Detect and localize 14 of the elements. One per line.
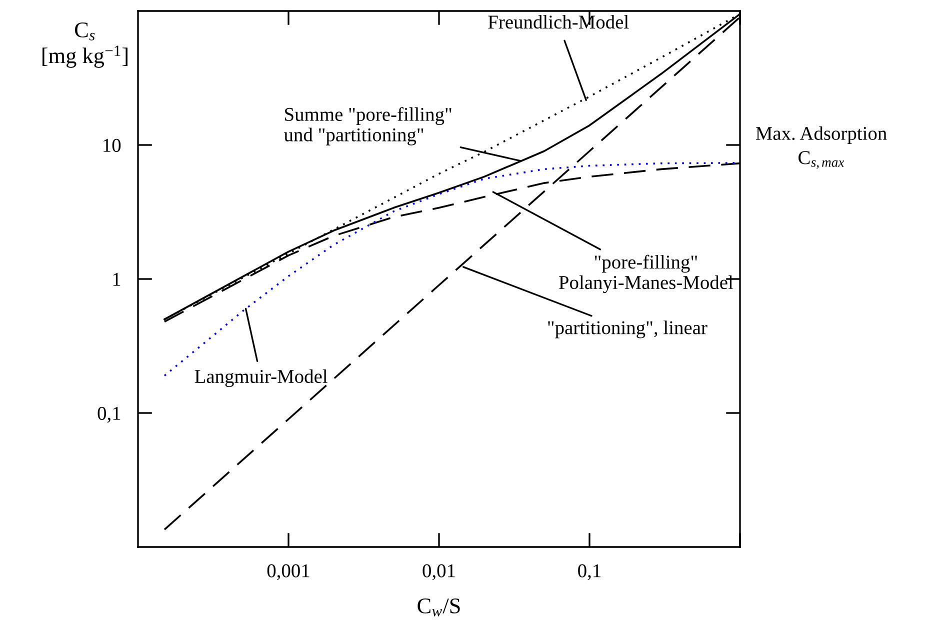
x-tick-label: 0,001 [267,564,310,580]
y-axis-title: C$_{s}$ [mg kg$^{−1}$] [42,22,128,68]
annotation: Langmuir-Model [194,369,328,388]
annotation: Summe "pore-filling" und "partitioning" [284,107,452,146]
text: Max. Adsorption C$_{s,max}$ [756,126,887,169]
y-tick-label: 1 [113,272,120,286]
y-tick-label: 10 [104,138,121,152]
x-tick-label: 0,1 [578,564,600,580]
annotation: Freundlich-Model [488,14,629,29]
y-tick-label: 0,1 [98,406,120,423]
x-axis-title: C$_{w}$/S [418,598,460,616]
annotation: "partitioning", linear [548,320,708,338]
annotation: "pore-filling" Polanyi-Manes-Model [559,254,734,294]
x-tick-label: 0,01 [422,564,455,580]
